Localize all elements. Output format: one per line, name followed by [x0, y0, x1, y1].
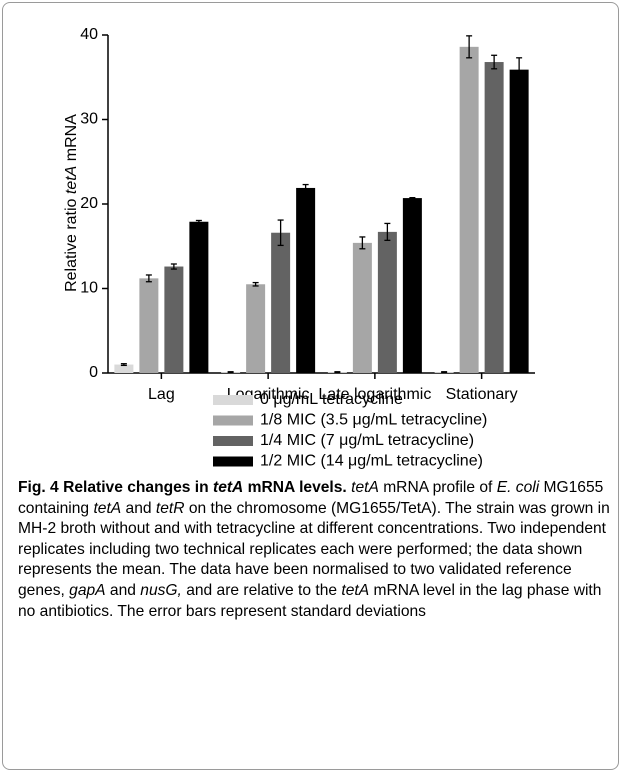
bar [296, 187, 316, 373]
y-axis-label: Relative ratio tetA mRNA [63, 114, 80, 292]
bar [114, 364, 134, 373]
y-tick-label: 10 [80, 280, 98, 297]
caption-run: and are relative to the [181, 581, 342, 599]
error-bar [145, 274, 152, 283]
y-axis-label-part: mRNA [63, 114, 80, 166]
caption-run: mRNA level in the lag phase with no anti… [18, 581, 602, 620]
x-tick-label: Stationary [446, 386, 518, 403]
caption-run: tetA [341, 581, 370, 599]
caption-run: on the chromosome (MG1655/TetA). The str… [18, 499, 610, 599]
error-bar [441, 371, 448, 374]
error-bar [384, 222, 391, 241]
caption-run: gapA [69, 581, 106, 599]
bar [484, 62, 504, 373]
caption-run: tetR [155, 499, 185, 517]
bar [246, 284, 266, 373]
caption-run: mRNA profile of [378, 479, 497, 496]
error-bar [252, 281, 259, 287]
caption-run: E. coli [496, 479, 540, 496]
y-tick-label: 20 [80, 195, 98, 212]
figure-frame [2, 2, 619, 770]
error-bar [170, 263, 177, 270]
error-bar [334, 371, 341, 374]
caption-run: MG1655 containing [18, 479, 604, 517]
bar [189, 221, 209, 373]
y-axis-label-part: Relative ratio [63, 194, 80, 292]
error-bar [302, 183, 309, 192]
error-bar [277, 219, 284, 247]
bar [164, 266, 184, 373]
caption-run: nusG, [140, 581, 182, 599]
error-bar [359, 236, 366, 250]
error-bar [120, 363, 127, 367]
y-tick-label: 30 [80, 111, 98, 128]
legend-label: 1/2 MIC (14 μg/mL tetracycline) [260, 453, 483, 470]
caption-run: and [121, 499, 156, 517]
caption-run: mRNA levels. [243, 479, 347, 496]
error-bar [516, 57, 523, 83]
error-bar [491, 54, 498, 70]
x-tick-label: Lag [148, 386, 175, 403]
y-axis-label-part: tetA [63, 166, 80, 194]
caption-run: tetA [93, 499, 122, 517]
y-tick-label: 40 [80, 26, 98, 43]
figure-caption: Fig. 4 Relative changes in tetA mRNA lev… [18, 478, 612, 622]
caption-run: tetA [213, 479, 244, 496]
bar [402, 198, 422, 373]
legend-label: 0 μg/mL tetracycline [260, 391, 403, 408]
bar [352, 242, 372, 373]
bar [509, 69, 529, 374]
caption-run: and [105, 581, 141, 599]
legend-swatch [213, 415, 253, 426]
legend-swatch [213, 395, 253, 405]
caption-run: tetA [351, 479, 379, 496]
caption-run: Relative changes in [58, 479, 213, 496]
error-bar [466, 35, 473, 59]
legend-swatch [213, 456, 253, 467]
error-bar [409, 197, 416, 200]
error-bar [227, 371, 234, 374]
caption-run: Fig. 4 [18, 479, 59, 496]
bar [459, 46, 479, 374]
bar [139, 278, 159, 373]
legend-label: 1/8 MIC (3.5 μg/mL tetracycline) [260, 412, 487, 429]
y-tick-label: 0 [89, 364, 98, 381]
x-tick-label: Late logarithmic [318, 386, 431, 403]
bar [377, 231, 397, 373]
error-bar [195, 219, 202, 224]
legend-swatch [213, 436, 253, 446]
bar [271, 232, 291, 373]
legend-label: 1/4 MIC (7 μg/mL tetracycline) [260, 432, 474, 449]
